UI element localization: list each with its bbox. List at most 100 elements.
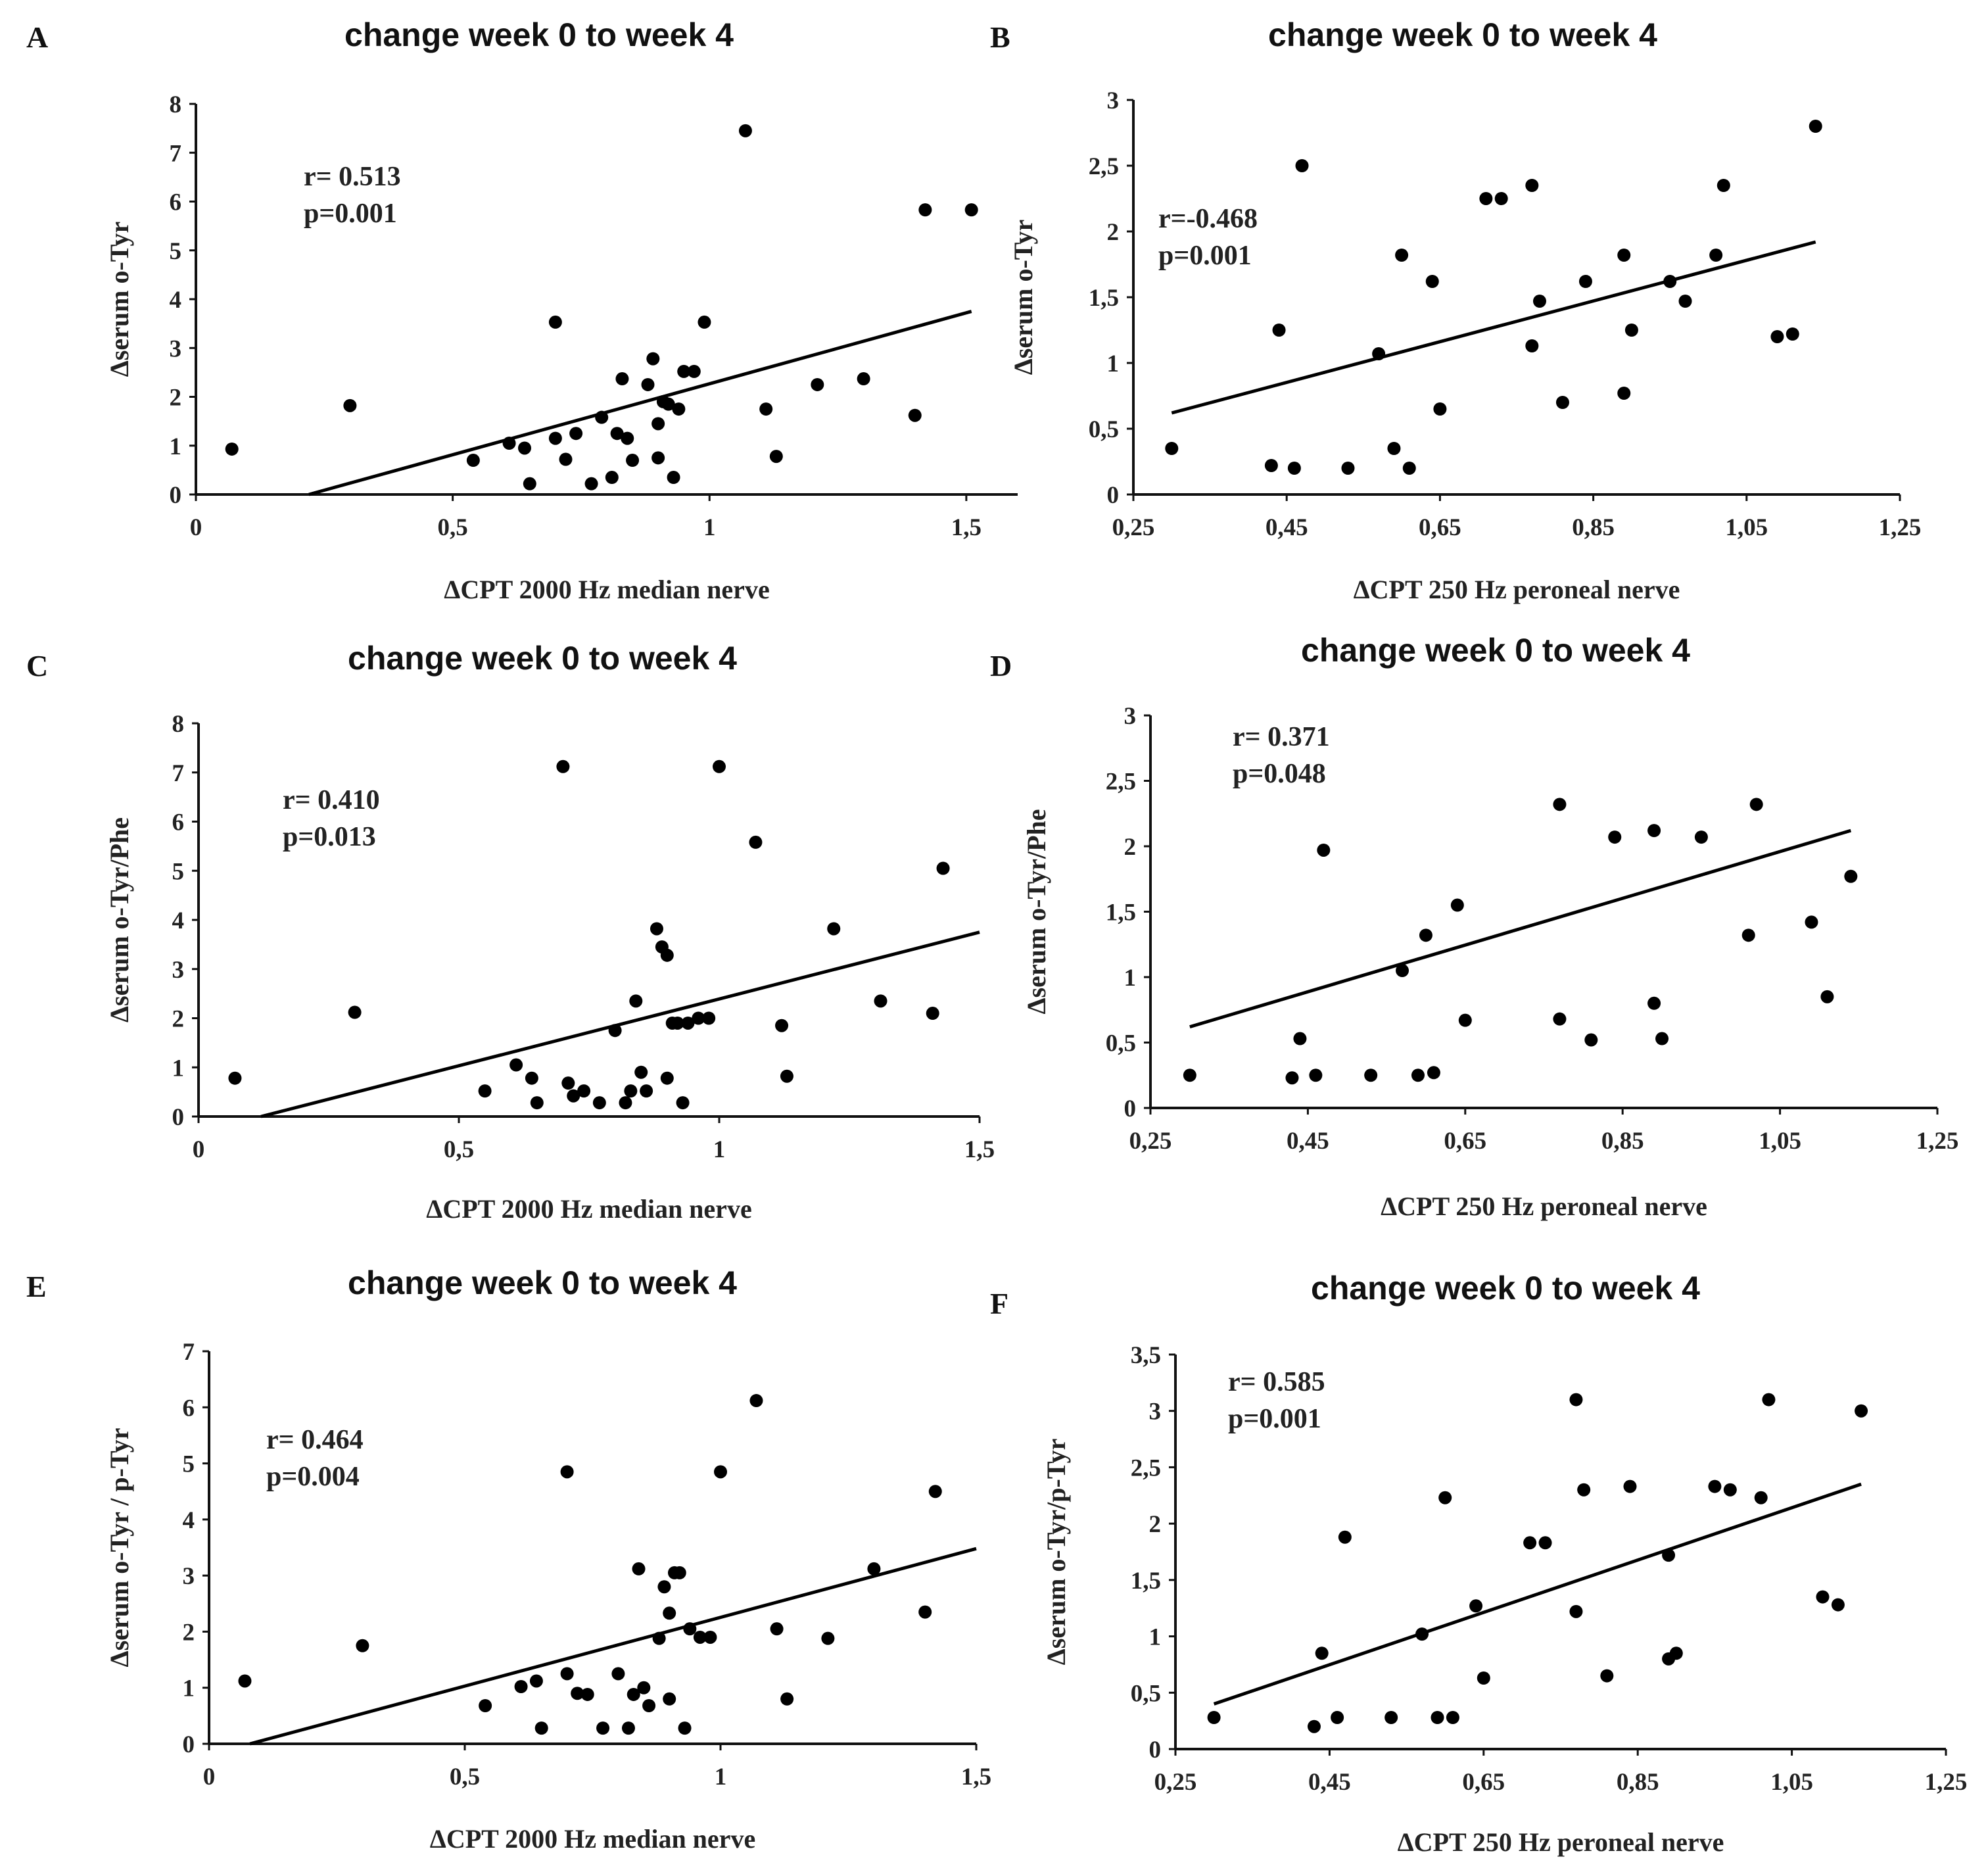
data-point — [525, 1071, 538, 1085]
correlation-r: r= 0.371 — [1233, 722, 1330, 752]
data-point — [918, 203, 932, 217]
data-point — [1372, 347, 1386, 360]
data-point — [1655, 1032, 1669, 1045]
data-point — [857, 372, 870, 386]
data-point — [534, 1721, 548, 1735]
y-tick-label: 1,5 — [1106, 900, 1136, 926]
data-point — [1709, 249, 1723, 262]
y-tick-label: 2 — [172, 1006, 185, 1033]
data-point — [621, 431, 634, 445]
data-point — [926, 1007, 939, 1021]
y-tick-label: 1 — [1107, 350, 1120, 377]
data-point — [1553, 798, 1567, 811]
data-point — [1469, 1599, 1483, 1613]
data-point — [1741, 928, 1755, 942]
y-tick-label: 3 — [183, 1563, 195, 1590]
data-point — [1855, 1404, 1868, 1418]
p-value: p=0.013 — [283, 822, 376, 852]
data-point — [610, 427, 624, 441]
data-point — [1820, 990, 1834, 1003]
data-point — [1494, 192, 1508, 205]
data-point — [775, 1019, 789, 1032]
x-tick-label: 0,5 — [450, 1764, 480, 1790]
data-point — [780, 1069, 793, 1083]
data-point — [592, 1096, 606, 1110]
panel-label: E — [26, 1270, 47, 1303]
data-point — [1411, 1069, 1425, 1082]
data-point — [1364, 1069, 1378, 1082]
data-point — [1723, 1483, 1737, 1497]
data-point — [759, 402, 773, 416]
chart-title: change week 0 to week 4 — [1301, 632, 1690, 669]
data-point — [356, 1639, 369, 1652]
data-point — [749, 835, 763, 849]
data-point — [584, 477, 598, 491]
y-axis-label: Δserum o-Tyr — [1008, 220, 1038, 375]
data-point — [571, 1687, 584, 1700]
data-point — [652, 1631, 666, 1645]
y-tick-label: 2 — [183, 1619, 195, 1646]
y-tick-label: 0 — [170, 482, 182, 509]
data-point — [640, 1084, 653, 1098]
data-point — [1433, 402, 1447, 416]
x-tick-label: 0,85 — [1601, 1128, 1644, 1155]
data-point — [908, 408, 922, 422]
data-point — [1805, 915, 1818, 929]
data-point — [580, 1687, 594, 1701]
x-tick-label: 0,65 — [1444, 1128, 1486, 1155]
y-tick-label: 0,5 — [1089, 416, 1119, 443]
chart-title: change week 0 to week 4 — [1268, 16, 1657, 53]
correlation-r: r= 0.464 — [266, 1425, 364, 1455]
y-tick-label: 1 — [183, 1675, 195, 1702]
data-point — [629, 994, 643, 1008]
y-tick-label: 1,5 — [1089, 285, 1119, 312]
x-axis-label: ΔCPT 250 Hz peroneal nerve — [1354, 575, 1680, 604]
x-tick-label: 0,5 — [438, 514, 468, 541]
data-point — [1331, 1711, 1344, 1724]
data-point — [1538, 1536, 1552, 1550]
data-point — [1617, 387, 1631, 400]
data-point — [502, 437, 516, 450]
data-point — [605, 471, 619, 485]
data-point — [523, 477, 536, 491]
x-tick-label: 0,85 — [1572, 514, 1615, 541]
p-value: p=0.004 — [266, 1462, 360, 1492]
p-value: p=0.001 — [1158, 241, 1252, 271]
chart-title: change week 0 to week 4 — [344, 16, 734, 53]
y-tick-label: 1,5 — [1131, 1568, 1161, 1595]
x-tick-label: 0,45 — [1266, 514, 1308, 541]
data-point — [1287, 462, 1301, 475]
y-tick-label: 4 — [183, 1507, 195, 1534]
data-point — [661, 397, 675, 411]
data-point — [867, 1562, 881, 1575]
data-point — [651, 451, 665, 465]
data-point — [632, 1562, 646, 1575]
x-tick-label: 0,65 — [1419, 514, 1461, 541]
data-point — [559, 452, 573, 466]
x-tick-label: 1,25 — [1879, 514, 1922, 541]
data-point — [1384, 1711, 1398, 1724]
data-point — [703, 1630, 717, 1644]
y-tick-label: 2,5 — [1131, 1454, 1161, 1481]
data-point — [478, 1084, 492, 1098]
data-point — [1450, 898, 1464, 912]
panel-label: C — [26, 649, 48, 683]
x-tick-label: 1 — [715, 1764, 727, 1790]
data-point — [651, 417, 665, 431]
data-point — [569, 427, 583, 441]
data-point — [1623, 1479, 1637, 1493]
data-point — [1663, 275, 1677, 288]
x-tick-label: 0 — [190, 514, 202, 541]
data-point — [641, 377, 655, 391]
data-point — [1525, 339, 1539, 352]
data-point — [646, 352, 660, 366]
data-point — [1387, 442, 1401, 455]
x-tick-label: 1,5 — [951, 514, 982, 541]
data-point — [556, 759, 570, 773]
data-point — [1207, 1711, 1221, 1724]
data-point — [676, 1096, 690, 1110]
